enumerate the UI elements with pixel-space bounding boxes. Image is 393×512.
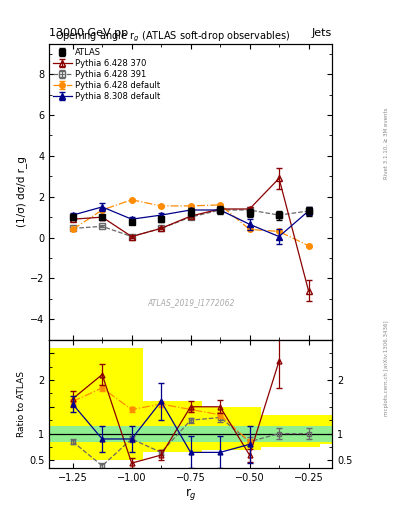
Text: mcplots.cern.ch [arXiv:1306.3436]: mcplots.cern.ch [arXiv:1306.3436] xyxy=(384,321,389,416)
Y-axis label: (1/σ) dσ/d r_g: (1/σ) dσ/d r_g xyxy=(16,156,27,227)
Text: ATLAS_2019_I1772062: ATLAS_2019_I1772062 xyxy=(147,298,234,307)
Text: 13000 GeV pp: 13000 GeV pp xyxy=(49,28,128,38)
Text: Jets: Jets xyxy=(312,28,332,38)
X-axis label: r$_g$: r$_g$ xyxy=(185,486,196,502)
Text: Opening angle r$_g$ (ATLAS soft-drop observables): Opening angle r$_g$ (ATLAS soft-drop obs… xyxy=(55,29,290,44)
Legend: ATLAS, Pythia 6.428 370, Pythia 6.428 391, Pythia 6.428 default, Pythia 8.308 de: ATLAS, Pythia 6.428 370, Pythia 6.428 39… xyxy=(51,46,162,103)
Y-axis label: Ratio to ATLAS: Ratio to ATLAS xyxy=(17,371,26,437)
Text: Rivet 3.1.10, ≥ 3M events: Rivet 3.1.10, ≥ 3M events xyxy=(384,108,389,179)
